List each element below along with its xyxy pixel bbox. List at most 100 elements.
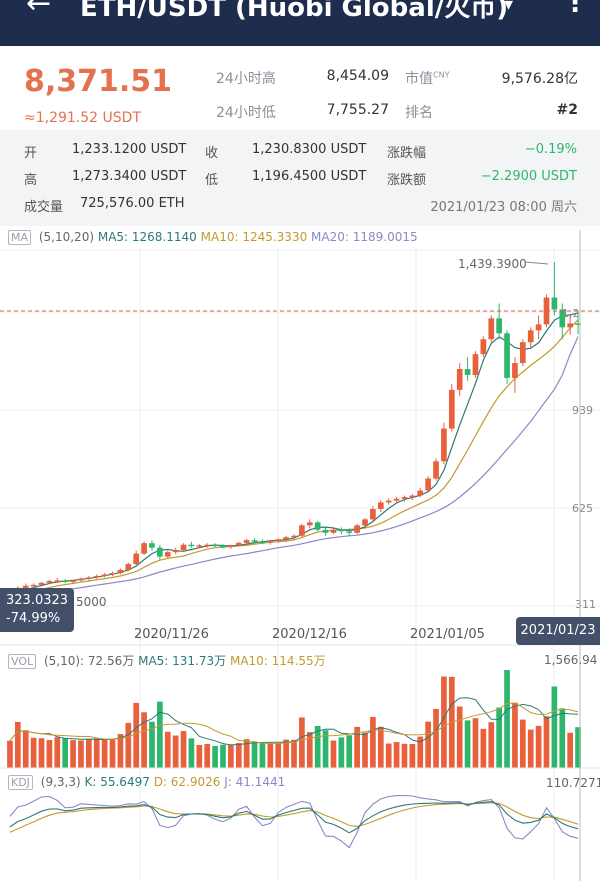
high-label: 高 [24,173,38,188]
candle [472,351,479,378]
volume-bar [567,732,574,768]
volume-bar [338,737,345,768]
y-tick-311: 311 [575,598,596,611]
candle [559,303,566,340]
candle [243,538,250,545]
candle [46,579,53,585]
kdj-j-line [9,794,579,849]
candle-body [188,544,195,547]
current-price-axis-label: 1,2 [562,307,580,320]
ma-lines [9,312,579,599]
chart-grid [0,248,600,881]
candle [196,544,203,549]
caret-down-icon[interactable]: ▾ [504,0,514,15]
volume-bar [370,716,376,768]
kdj-tag[interactable]: KDJ [8,775,33,790]
open-value: 1,233.1200 USDT [72,142,187,157]
candle-body [212,544,218,547]
candle [180,543,187,552]
change-pct-value: −0.19% [524,142,577,157]
back-arrow-icon[interactable]: ← [26,0,52,21]
candle-body [409,495,416,498]
volume-bar [149,721,155,768]
candle-body [125,564,132,571]
pair-title[interactable]: ETH/USDT (Huobi Global/火币) [80,0,509,23]
volume-ma-lines [9,697,579,746]
volume-bar [46,740,53,768]
low24-value: 7,755.27 [326,102,389,118]
close-value: 1,230.8300 USDT [252,142,367,157]
ma-params: (5,10,20) [38,230,95,244]
candle [464,357,471,381]
candle [330,528,337,535]
candle [164,550,171,559]
volume-bar [496,707,502,768]
kdj-d-line [9,802,579,833]
candle-body [172,550,179,553]
volume-bar [267,743,274,768]
candle [30,583,37,588]
candle [133,550,140,566]
candle [480,336,487,358]
candle [322,526,329,536]
candle-body [559,309,566,328]
volume-bar [283,739,289,768]
candle [149,540,155,551]
candle-body [70,580,76,582]
volume-bar [109,738,116,768]
candle-body [283,537,289,540]
candle-body [488,318,495,340]
ma20-value: MA20: 1189.0015 [311,230,418,244]
candle-body [133,553,140,565]
volume-bar [93,738,100,768]
volume-bar [527,729,534,768]
volume-bar [575,727,581,768]
volume-bar [362,732,368,768]
candle [496,303,502,340]
candle [338,527,345,535]
candle-body [504,333,510,378]
candle-body [196,545,203,547]
candle-body [393,498,400,501]
volume-bar [346,735,353,768]
candle [38,581,45,587]
candle-body [575,323,581,325]
rank-label: 排名 [405,105,433,121]
candle-body [259,541,266,544]
kdj-legend[interactable]: KDJ (9,3,3) K: 55.6497 D: 62.9026 J: 41.… [8,775,285,790]
current-price: 8,371.51 [24,64,173,99]
candle [370,505,376,521]
volume-value: 725,576.00 ETH [80,196,185,211]
kdj-max: 110.7271 [546,776,600,790]
change-pct-label: 涨跌幅 [387,146,427,161]
candle [228,544,234,549]
candle [567,315,574,335]
volume-bar [535,725,542,768]
candle [93,574,100,580]
more-menu-icon[interactable]: ⋮ [562,0,588,18]
candle [291,534,297,541]
volume-bar [62,738,69,768]
volume-bar [322,730,329,768]
vol-tag[interactable]: VOL [8,654,37,669]
volume-bar [7,740,13,768]
candle-body [251,540,258,542]
volume-bar [172,735,179,768]
candle [212,543,218,548]
vol-ma10: MA10: 114.55万 [229,654,326,668]
candle-body [149,543,155,548]
volume-bar [330,740,337,768]
candle-body [109,572,116,575]
volume-bar [251,742,258,768]
open-label: 开 [24,146,38,161]
candle [220,544,226,549]
ma-tag[interactable]: MA [8,230,32,245]
price-in-usdt: ≈1,291.52 USDT [24,110,141,126]
volume-bar [519,719,526,768]
candle [512,357,518,393]
candle [448,383,455,432]
vol-legend[interactable]: VOL (5,10): 72.56万 MA5: 131.73万 MA10: 11… [8,652,326,669]
ma-legend[interactable]: MA (5,10,20) MA5: 1268.1140 MA10: 1245.3… [8,230,418,245]
ohlc-detail: 开 1,233.1200 USDT 收 1,230.8300 USDT 涨跌幅 … [0,130,600,226]
